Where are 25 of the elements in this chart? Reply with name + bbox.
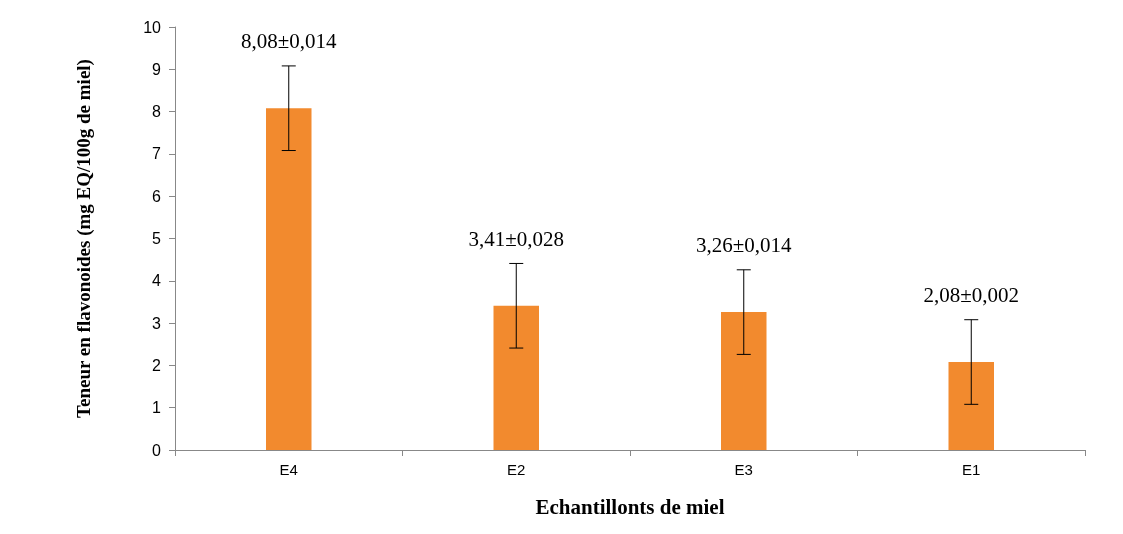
y-tick-label: 3	[152, 314, 162, 332]
y-tick-label: 10	[143, 18, 162, 36]
y-tick-label: 4	[152, 272, 162, 290]
y-tick-label: 7	[152, 145, 162, 163]
x-axis-title: Echantillonts de miel	[535, 494, 725, 519]
bar	[266, 108, 312, 450]
x-tick-label: E2	[507, 461, 526, 478]
y-tick-label: 1	[152, 399, 162, 417]
y-tick-label: 2	[152, 356, 162, 374]
x-tick-label: E4	[279, 461, 298, 478]
data-label: 8,08±0,014	[240, 29, 338, 54]
x-tick-label: E3	[734, 461, 753, 478]
y-tick-label: 0	[152, 441, 162, 459]
y-tick-label: 5	[152, 230, 162, 247]
y-tick-label: 6	[152, 187, 162, 205]
bar	[721, 312, 767, 450]
bar	[493, 305, 539, 450]
data-label: 3,41±0,028	[468, 226, 565, 251]
x-tick-label: E1	[962, 461, 981, 478]
bar	[948, 362, 994, 450]
data-label: 2,08±0,002	[923, 283, 1020, 308]
y-tick-label: 8	[152, 103, 162, 121]
y-tick-label: 9	[152, 60, 162, 78]
y-axis-title: Teneur en flavonoides (mg EQ/100g de miel)	[73, 59, 95, 418]
data-label: 3,26±0,014	[695, 233, 793, 258]
